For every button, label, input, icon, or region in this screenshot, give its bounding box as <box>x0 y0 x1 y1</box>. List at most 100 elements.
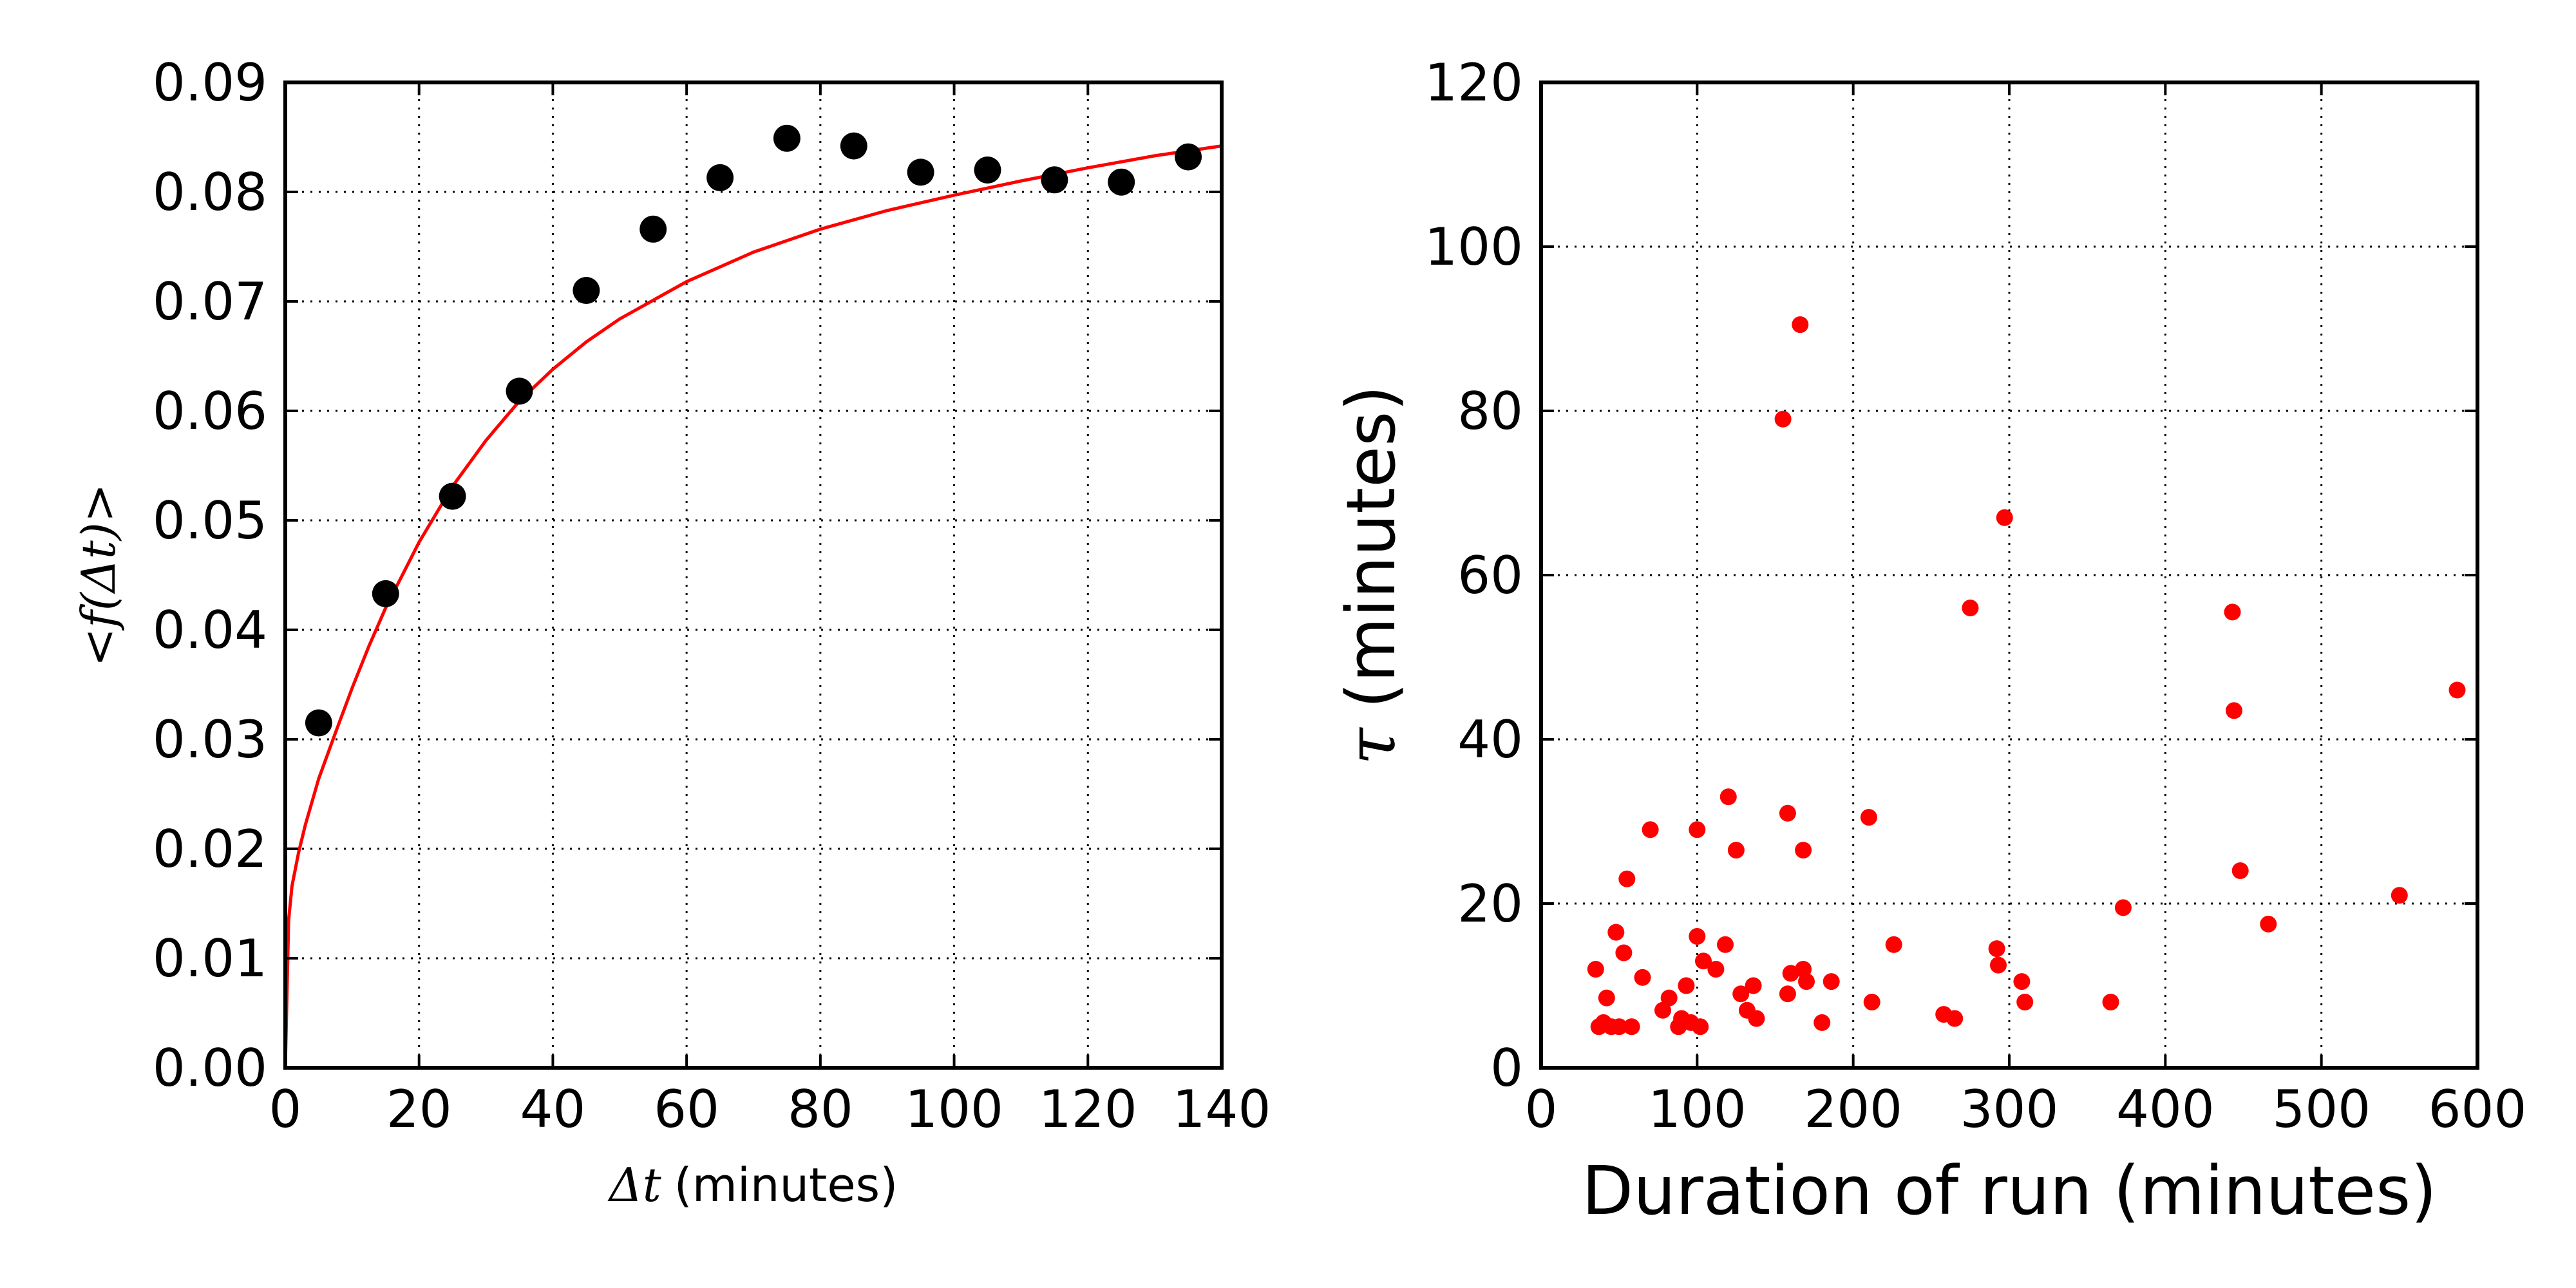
right-chart: 0 100 200 300 400 500 600 0 20 40 60 80 100 120 Dura… <box>1332 53 2526 1230</box>
right-data-point <box>1745 977 1762 994</box>
right-y-tick-label: 20 <box>1457 874 1523 934</box>
left-chart: 0 20 40 60 80 100 120 140 0.000.010.020.030.040… <box>71 53 1271 1212</box>
right-grid <box>1541 82 2477 1068</box>
right-data-point <box>1695 952 1712 970</box>
left-data-point <box>706 164 734 191</box>
right-y-tick-label: 60 <box>1457 545 1523 605</box>
right-data-point <box>1748 1010 1765 1027</box>
right-data-point <box>1885 936 1902 953</box>
right-data-point <box>1996 509 2013 526</box>
right-data-point <box>1732 985 1750 1003</box>
right-data-point <box>1623 1018 1640 1036</box>
right-x-tick-label: 200 <box>1804 1079 1902 1139</box>
left-x-tick-label: 120 <box>1039 1079 1137 1139</box>
right-x-axis-label: Duration of run (minutes) <box>1582 1151 2437 1230</box>
right-y-tick-label: 0 <box>1490 1038 1523 1098</box>
right-x-tick-label: 400 <box>2116 1079 2215 1139</box>
right-data-point <box>1727 842 1745 859</box>
right-x-tick-label: 0 <box>1525 1079 1558 1139</box>
right-data-point <box>2226 702 2242 719</box>
right-data-point <box>1654 1001 1671 1019</box>
right-y-ticks: 0 20 40 60 80 100 120 <box>1425 53 2477 1098</box>
left-fit-line <box>283 144 1222 1068</box>
right-data-point <box>1707 961 1725 978</box>
right-data-point <box>1678 977 1695 994</box>
right-data-point <box>2391 887 2408 904</box>
right-data-point <box>1692 1018 1709 1036</box>
right-y-tick-label: 100 <box>1425 217 1523 277</box>
left-data-point <box>773 124 800 152</box>
left-data-points <box>305 124 1202 737</box>
right-data-point <box>2114 899 2132 916</box>
right-x-ticks: 0 100 200 300 400 500 600 <box>1525 82 2527 1139</box>
left-data-point <box>1108 168 1135 196</box>
right-data-point <box>1615 944 1633 961</box>
right-data-point <box>1946 1010 1964 1027</box>
left-x-tick-label: 20 <box>386 1079 452 1139</box>
right-data-point <box>1795 842 1812 859</box>
right-data-point <box>1779 985 1796 1003</box>
left-data-point <box>907 158 934 186</box>
left-data-point <box>1175 143 1202 171</box>
left-x-tick-label: 60 <box>654 1079 719 1139</box>
left-y-tick-label: 0.06 <box>153 381 267 441</box>
left-x-tick-label: 0 <box>269 1079 302 1139</box>
left-x-tick-label: 100 <box>905 1079 1003 1139</box>
right-data-point <box>2016 994 2034 1010</box>
left-data-point <box>573 277 600 304</box>
left-data-point <box>974 156 1001 184</box>
right-y-tick-label: 120 <box>1425 53 1523 113</box>
left-grid <box>285 82 1222 1068</box>
left-y-tick-label: 0.03 <box>153 710 267 770</box>
right-data-point <box>1719 788 1737 806</box>
left-fit-line-layer <box>283 144 1222 1068</box>
left-y-tick-label: 0.08 <box>153 162 267 222</box>
right-data-point <box>2224 603 2241 621</box>
right-y-axis-symbol: τ <box>1332 727 1410 765</box>
right-data-point <box>1634 969 1651 986</box>
right-y-tick-label: 40 <box>1457 710 1523 770</box>
right-data-point <box>1792 316 1809 334</box>
right-data-point <box>2260 915 2277 933</box>
right-data-points <box>1587 316 2466 1036</box>
right-x-tick-label: 600 <box>2429 1079 2527 1139</box>
left-x-tick-label: 80 <box>788 1079 853 1139</box>
right-data-point <box>1587 961 1604 978</box>
right-data-point <box>1660 989 1678 1007</box>
left-y-tick-label: 0.09 <box>153 53 267 113</box>
right-data-point <box>1689 821 1706 838</box>
left-y-ticks: 0.00 0.01 0.02 0.03 0.04 0.05 0.06 0.07 0.08 0.09 <box>153 53 1222 1098</box>
left-y-tick-label: 0.05 <box>153 491 267 551</box>
right-y-tick-label: 80 <box>1457 381 1523 441</box>
left-data-point <box>439 482 466 510</box>
right-data-point <box>1990 956 2007 974</box>
left-data-point <box>840 132 867 160</box>
left-y-tick-label: 0.01 <box>153 929 267 989</box>
right-data-point <box>1598 989 1615 1007</box>
left-data-point <box>305 709 332 737</box>
right-x-tick-label: 300 <box>1960 1079 2059 1139</box>
right-data-point <box>2102 994 2119 1010</box>
right-data-point <box>1779 804 1796 822</box>
right-data-point <box>2013 973 2031 990</box>
right-y-axis-unit: (minutes) <box>1332 385 1410 708</box>
right-x-tick-label: 500 <box>2272 1079 2371 1139</box>
right-data-point <box>1823 973 1840 990</box>
right-x-tick-label: 100 <box>1648 1079 1747 1139</box>
left-x-tick-label: 140 <box>1173 1079 1271 1139</box>
right-data-point <box>1618 870 1636 887</box>
left-plot-frame <box>283 80 1224 1070</box>
left-y-axis-label: <f(Δt)> <box>71 484 126 667</box>
right-data-point <box>1689 928 1706 945</box>
right-data-point <box>1607 923 1625 941</box>
left-x-axis-unit: (minutes) <box>674 1158 898 1212</box>
left-x-axis-label: Δt (minutes) <box>607 1158 898 1212</box>
left-data-point <box>639 215 667 243</box>
left-x-axis-symbol: Δt <box>607 1158 662 1212</box>
right-data-point <box>2231 862 2249 879</box>
right-data-point <box>1774 410 1792 428</box>
left-y-tick-label: 0.04 <box>153 600 267 660</box>
left-x-ticks: 0 20 40 60 80 100 120 140 <box>269 82 1271 1139</box>
left-y-tick-label: 0.00 <box>153 1038 267 1098</box>
